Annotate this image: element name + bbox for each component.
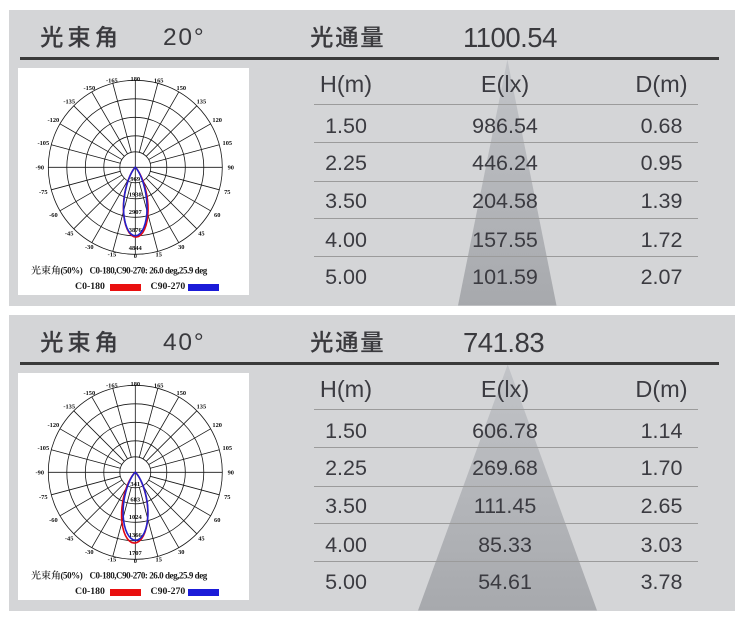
svg-text:4844: 4844 (129, 244, 143, 251)
svg-text:15: 15 (156, 556, 162, 563)
svg-text:-30: -30 (85, 244, 94, 251)
svg-text:135: 135 (197, 403, 207, 410)
svg-text:30: 30 (178, 244, 184, 251)
svg-text:-150: -150 (83, 84, 95, 91)
svg-text:-75: -75 (39, 189, 48, 196)
svg-text:165: 165 (154, 382, 164, 389)
svg-text:1707: 1707 (129, 549, 143, 556)
svg-text:-90: -90 (36, 469, 45, 476)
svg-text:-15: -15 (108, 556, 117, 563)
svg-text:30: 30 (178, 549, 184, 556)
svg-text:683: 683 (130, 496, 141, 503)
svg-text:0: 0 (134, 558, 137, 565)
svg-text:15: 15 (156, 251, 162, 258)
svg-text:165: 165 (154, 77, 164, 84)
svg-text:341: 341 (130, 481, 140, 488)
svg-text:1938: 1938 (129, 191, 143, 198)
svg-text:-135: -135 (63, 98, 75, 105)
svg-text:-60: -60 (49, 516, 58, 523)
svg-text:-105: -105 (37, 444, 49, 451)
svg-text:-150: -150 (83, 389, 95, 396)
svg-text:150: 150 (177, 84, 187, 91)
svg-text:-165: -165 (106, 77, 118, 84)
svg-text:60: 60 (214, 516, 220, 523)
svg-text:135: 135 (197, 98, 207, 105)
svg-text:969: 969 (130, 176, 141, 183)
svg-text:-120: -120 (48, 422, 60, 429)
svg-text:-135: -135 (63, 403, 75, 410)
svg-text:60: 60 (214, 211, 220, 218)
svg-text:-15: -15 (108, 251, 117, 258)
svg-text:-105: -105 (37, 139, 49, 146)
svg-text:-165: -165 (106, 382, 118, 389)
svg-text:180: 180 (131, 76, 141, 83)
svg-text:120: 120 (212, 117, 222, 124)
svg-text:0: 0 (134, 253, 137, 260)
svg-text:-90: -90 (36, 164, 45, 171)
svg-text:3876: 3876 (129, 227, 143, 234)
svg-text:-30: -30 (85, 549, 94, 556)
svg-text:1366: 1366 (129, 532, 143, 539)
svg-text:75: 75 (224, 494, 230, 501)
svg-text:-75: -75 (39, 494, 48, 501)
svg-text:150: 150 (177, 389, 187, 396)
svg-text:75: 75 (224, 189, 230, 196)
svg-text:-120: -120 (48, 117, 60, 124)
svg-text:105: 105 (223, 139, 233, 146)
svg-text:1024: 1024 (129, 514, 143, 521)
svg-text:-60: -60 (49, 211, 58, 218)
svg-text:-45: -45 (65, 230, 74, 237)
svg-text:120: 120 (212, 422, 222, 429)
svg-text:-45: -45 (65, 535, 74, 542)
svg-text:45: 45 (198, 535, 204, 542)
svg-text:90: 90 (228, 469, 234, 476)
svg-text:105: 105 (223, 444, 233, 451)
svg-text:45: 45 (198, 230, 204, 237)
svg-text:90: 90 (228, 164, 234, 171)
svg-text:2907: 2907 (129, 209, 143, 216)
svg-text:180: 180 (131, 381, 141, 388)
